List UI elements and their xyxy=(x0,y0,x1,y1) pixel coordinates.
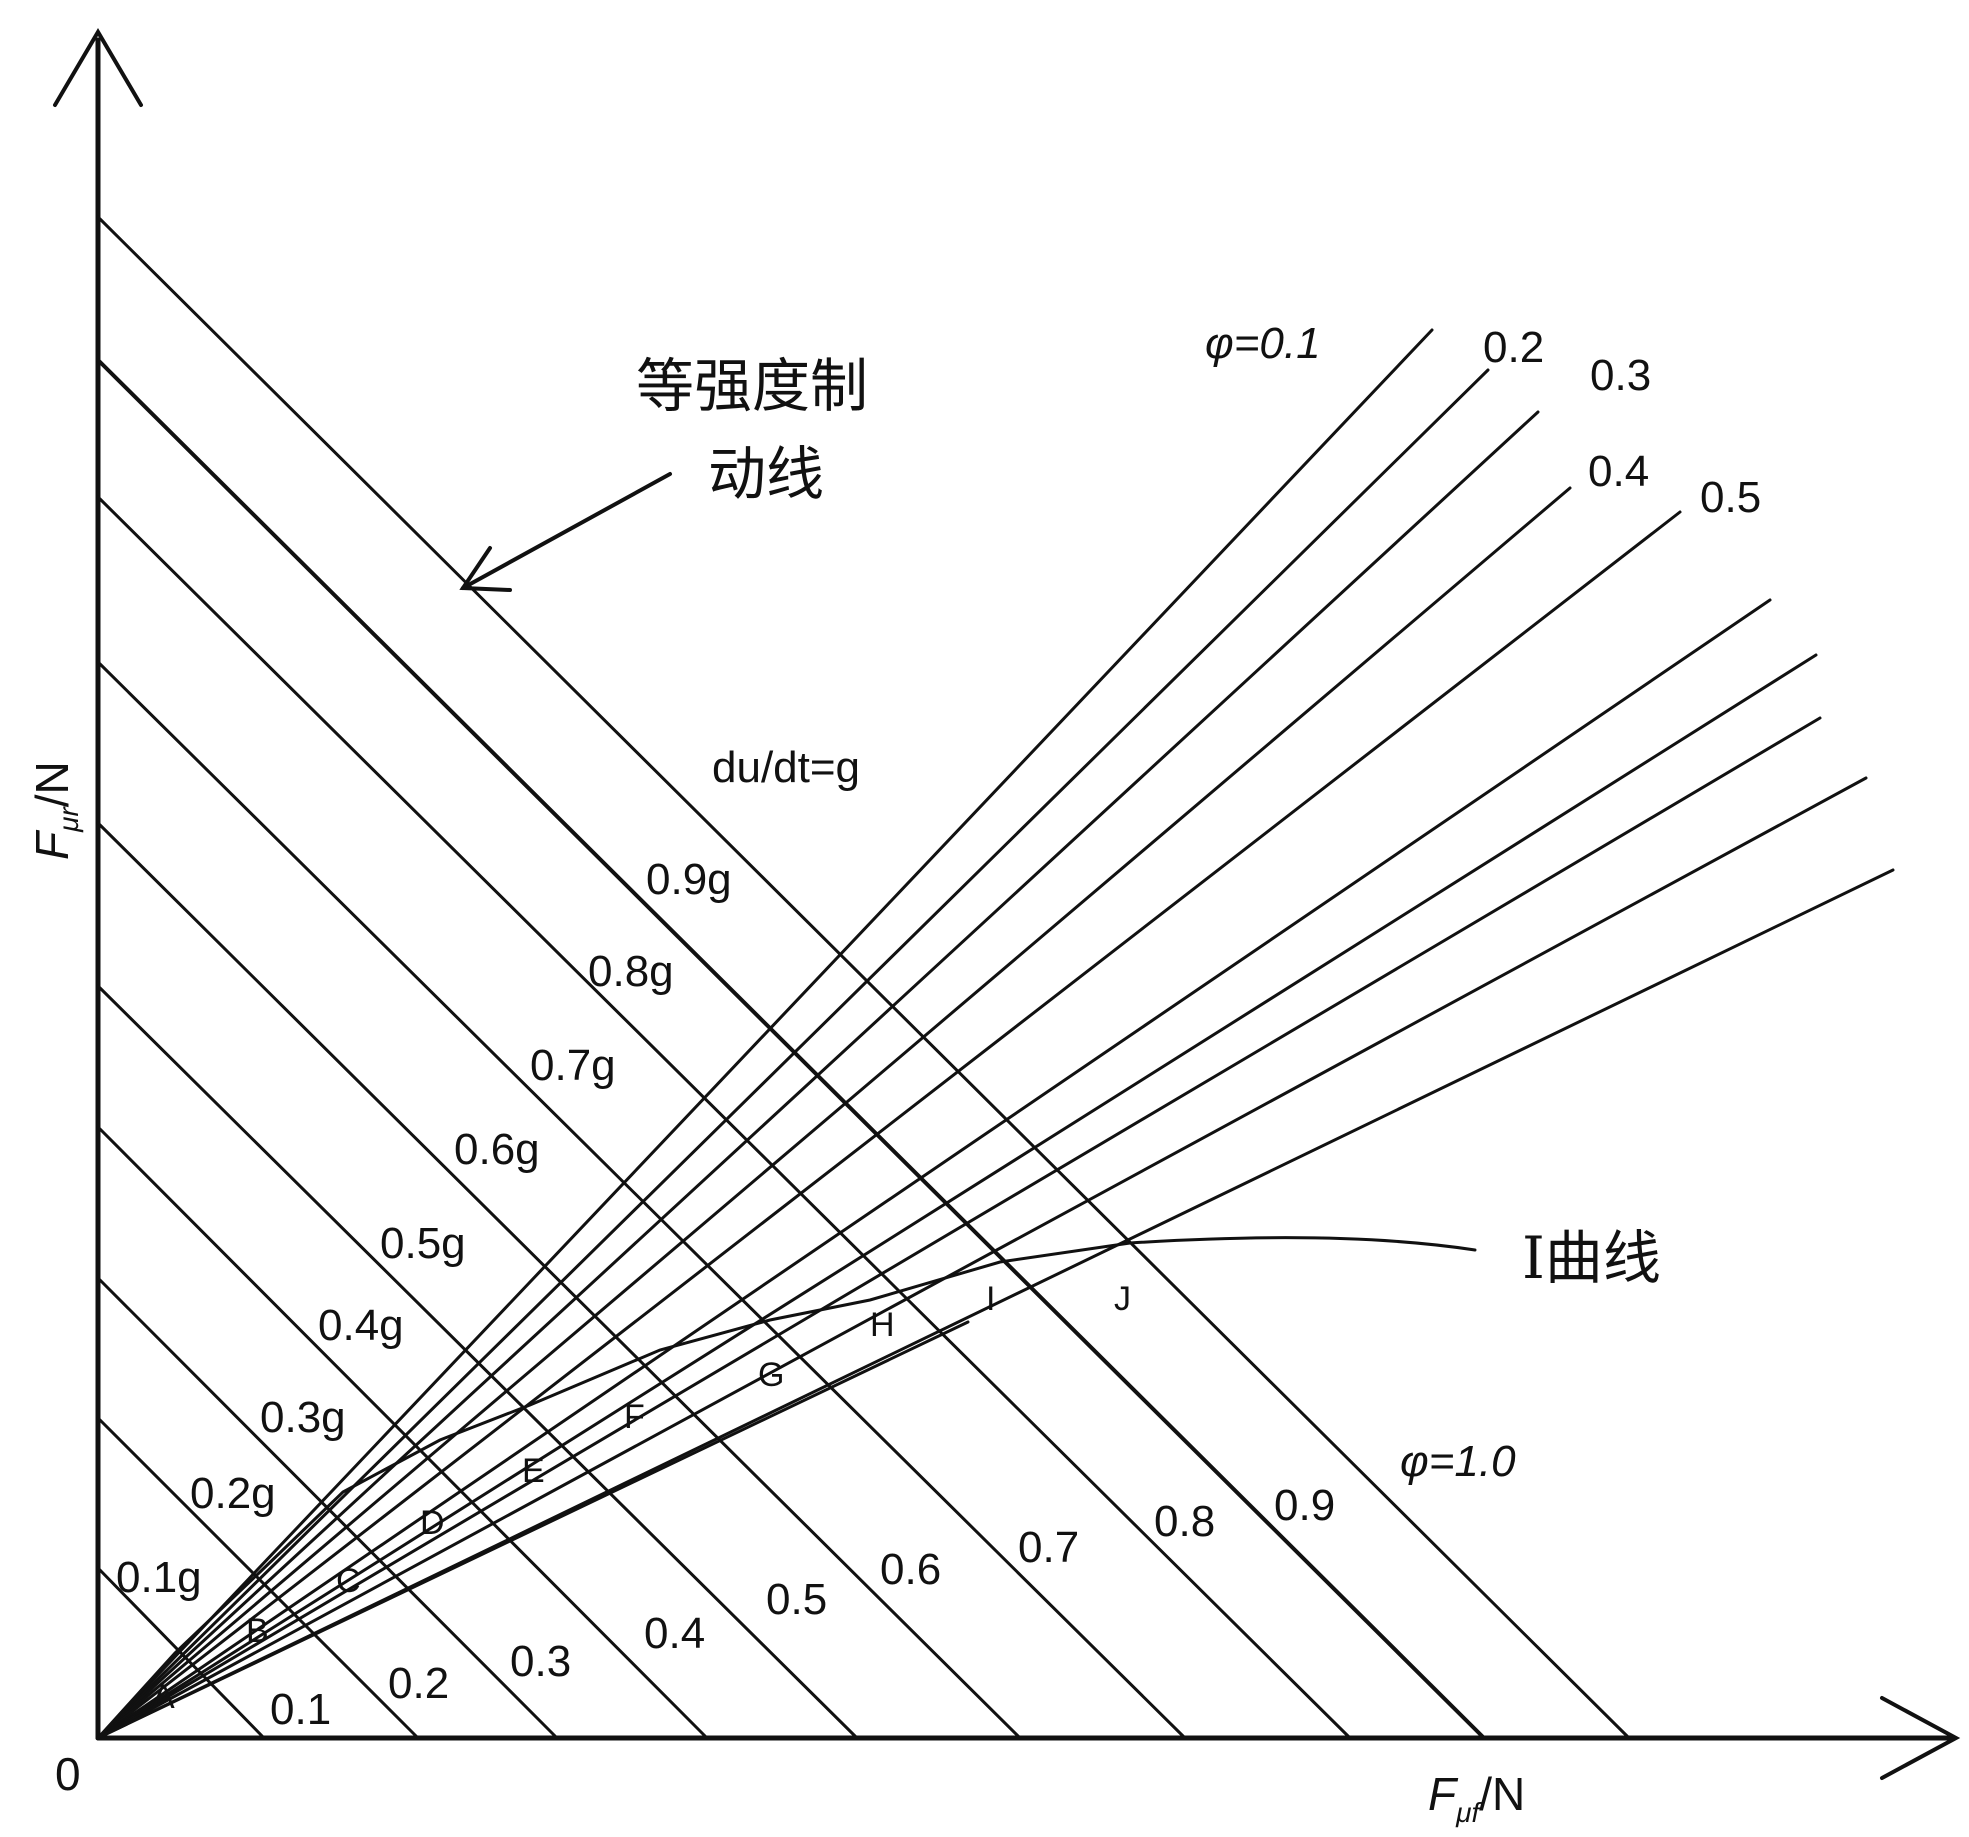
decel-bottom-label-0.2: 0.2 xyxy=(388,1659,449,1708)
i-curve-point-b: B xyxy=(246,1612,269,1650)
i-curve-point-h: H xyxy=(870,1306,895,1344)
decel-label-0.8g: 0.8g xyxy=(588,947,674,996)
beta-label-0.3: 0.3 xyxy=(1590,351,1651,400)
decel-bottom-label-0.4: 0.4 xyxy=(644,1609,705,1658)
beta-label-0.2: 0.2 xyxy=(1483,323,1544,372)
decel-line-0.8g xyxy=(96,495,1352,1740)
decel-bottom-label-1.0: φ=1.0 xyxy=(1400,1437,1516,1486)
annotation-arrowhead xyxy=(459,546,512,592)
i-curve-point-a: A xyxy=(152,1678,175,1716)
beta-line-11 xyxy=(96,1320,970,1740)
decel-line-0.9g xyxy=(96,358,1486,1740)
i-curve-point-i: I xyxy=(986,1280,995,1318)
y-axis-title-sub: μr xyxy=(53,806,84,833)
y-axis-title-unit: /N xyxy=(26,761,78,807)
decel-line-0.5g xyxy=(96,984,859,1740)
beta-line-7 xyxy=(96,653,1818,1740)
annotation-line-2: 动线 xyxy=(708,440,824,508)
i-curve-point-c: C xyxy=(336,1562,361,1600)
i-curve-point-e: E xyxy=(522,1452,545,1490)
decel-label-0.7g: 0.7g xyxy=(530,1041,616,1090)
decel-bottom-label-0.6: 0.6 xyxy=(880,1545,941,1594)
decel-label-0.3g: 0.3g xyxy=(260,1393,346,1442)
decel-bottom-label-0.1: 0.1 xyxy=(270,1685,331,1734)
beta-line-1 xyxy=(96,328,1434,1740)
decel-bottom-label-0.7: 0.7 xyxy=(1018,1523,1079,1572)
x-axis-title-main: F xyxy=(1428,1768,1459,1820)
x-axis-title-sub: μf xyxy=(1455,1797,1482,1828)
x-axis-title: Fμf/N xyxy=(1428,1768,1525,1828)
i-curve-point-g: G xyxy=(758,1356,784,1394)
decel-line-0.7g xyxy=(96,660,1187,1740)
decel-bottom-label-0.8: 0.8 xyxy=(1154,1497,1215,1546)
decel-label-0.6g: 0.6g xyxy=(454,1125,540,1174)
i-curve-point-f: F xyxy=(624,1398,645,1436)
decel-label-0.2g: 0.2g xyxy=(190,1469,276,1518)
x-axis-arrowhead xyxy=(1880,1696,1961,1780)
decel-label-0.4g: 0.4g xyxy=(318,1301,404,1350)
beta-line-4 xyxy=(96,486,1572,1740)
decel-line-0.1g xyxy=(96,1566,266,1740)
decel-line-0.4g xyxy=(96,1125,709,1740)
decel-bottom-label-0.3: 0.3 xyxy=(510,1637,571,1686)
y-axis-title-main: F xyxy=(26,829,78,860)
decel-bottom-label-0.5: 0.5 xyxy=(766,1575,827,1624)
beta-label-0.1: φ=0.1 xyxy=(1205,319,1321,368)
beta-line-2 xyxy=(96,368,1490,1740)
decel-label-0.5g: 0.5g xyxy=(380,1219,466,1268)
beta-label-0.4: 0.4 xyxy=(1588,447,1649,496)
decel-label-g: du/dt=g xyxy=(712,743,860,792)
x-axis-title-unit: /N xyxy=(1479,1768,1525,1820)
annotation-leader-line xyxy=(461,472,672,590)
beta-line-5 xyxy=(96,510,1682,1740)
i-curve-label: I曲线 xyxy=(1522,1224,1661,1292)
decel-line-g xyxy=(96,215,1631,1740)
beta-label-0.5: 0.5 xyxy=(1700,473,1761,522)
beta-line-9 xyxy=(96,776,1868,1740)
i-curve-point-j: J xyxy=(1114,1280,1131,1318)
i-curve-point-d: D xyxy=(420,1504,445,1542)
decel-label-0.9g: 0.9g xyxy=(646,855,732,904)
decel-label-0.1g: 0.1g xyxy=(116,1553,202,1602)
beta-line-3 xyxy=(96,410,1540,1740)
annotation-line-1: 等强度制 xyxy=(636,352,868,420)
decel-line-0.6g xyxy=(96,821,1022,1740)
y-axis-arrowhead xyxy=(53,28,143,107)
i-curve xyxy=(96,1236,1477,1740)
beta-line-6 xyxy=(96,598,1772,1740)
decel-line-0.2g xyxy=(96,1416,420,1740)
decel-bottom-label-0.9: 0.9 xyxy=(1274,1481,1335,1530)
y-axis-title: Fμr/N xyxy=(26,761,84,860)
svg-text:Fμr/N: Fμr/N xyxy=(26,761,84,860)
beta-line-8 xyxy=(96,716,1822,1740)
origin-label: 0 xyxy=(55,1748,81,1800)
